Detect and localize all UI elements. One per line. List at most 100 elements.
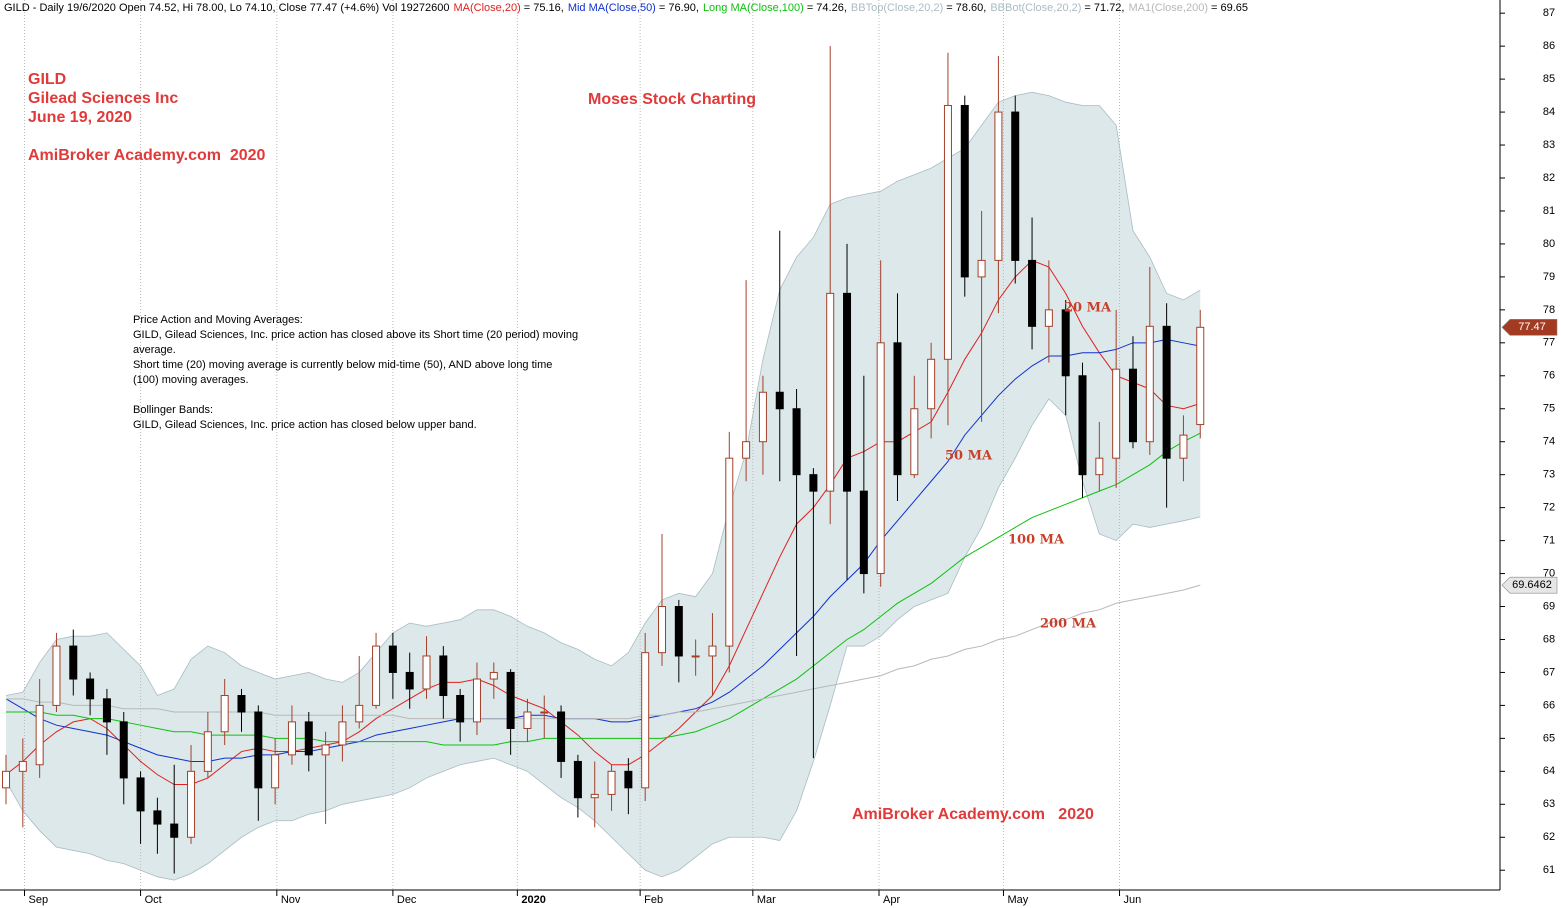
- subtitle: Moses Stock Charting: [588, 91, 756, 108]
- header-quote: GILD - Daily 19/6/2020 Open 74.52, Hi 78…: [4, 2, 450, 14]
- y-tick-label: 72: [1543, 502, 1555, 514]
- legend-name: BBTop(Close,20,2): [851, 2, 943, 14]
- candle-body: [1162, 325, 1171, 459]
- y-tick-label: 65: [1543, 732, 1555, 744]
- candle-body: [1128, 368, 1137, 443]
- candle-body: [69, 645, 78, 680]
- legend-name: MA1(Close,200): [1129, 2, 1208, 14]
- candle-body: [52, 645, 61, 706]
- y-tick-label: 86: [1543, 40, 1555, 52]
- y-tick-label: 74: [1543, 436, 1555, 448]
- bollinger-band: [6, 92, 1201, 881]
- candle-body: [422, 655, 431, 690]
- candle-body: [456, 695, 465, 723]
- band-bottom: [5, 398, 1201, 881]
- candle-body: [910, 408, 919, 476]
- candle-body: [826, 292, 835, 492]
- x-tick-label: Dec: [397, 894, 417, 906]
- y-tick-label: 76: [1543, 370, 1555, 382]
- note-line: Short time (20) moving average is curren…: [133, 359, 552, 371]
- candle-body: [641, 652, 650, 789]
- candle-body: [1196, 326, 1205, 426]
- legend-readout: = 78.60,: [946, 2, 986, 14]
- candle-body: [388, 645, 397, 673]
- candle-body: [439, 655, 448, 697]
- y-tick-label: 68: [1543, 633, 1555, 645]
- candle-body: [809, 474, 818, 492]
- candle-body: [1011, 111, 1020, 261]
- legend-readout: = 75.16,: [524, 2, 564, 14]
- y-tick-label: 67: [1543, 666, 1555, 678]
- credit: AmiBroker Academy.com 2020: [28, 147, 266, 164]
- ma-line: [5, 259, 1201, 786]
- note-line: Price Action and Moving Averages:: [133, 314, 303, 326]
- price-tag: [1501, 319, 1558, 336]
- footer-credit: AmiBroker Academy.com 2020: [852, 806, 1094, 823]
- candle-body: [1095, 457, 1104, 476]
- price-tag-label: 77.47: [1518, 321, 1546, 333]
- candle-body: [287, 721, 296, 756]
- candle-body: [35, 704, 44, 766]
- candle-body: [18, 760, 27, 772]
- y-tick-label: 83: [1543, 139, 1555, 151]
- y-tick-label: 69: [1543, 600, 1555, 612]
- candle-body: [405, 671, 414, 690]
- y-tick-label: 75: [1543, 403, 1555, 415]
- candle-body: [1145, 325, 1154, 443]
- y-tick-label: 80: [1543, 238, 1555, 250]
- candle-body: [220, 695, 229, 733]
- candle-body: [203, 731, 212, 772]
- title-line: GILD: [28, 71, 66, 88]
- candle-body: [775, 391, 784, 410]
- candle-body: [271, 754, 280, 789]
- header: GILD - Daily 19/6/2020 Open 74.52, Hi 78…: [4, 2, 1248, 14]
- y-tick-label: 70: [1543, 567, 1555, 579]
- note-line: GILD, Gilead Sciences, Inc. price action…: [133, 329, 578, 341]
- candle-body: [1179, 434, 1188, 459]
- candle-body: [523, 711, 532, 729]
- candle-body: [876, 342, 885, 575]
- y-tick-label: 73: [1543, 469, 1555, 481]
- candle-body: [102, 698, 111, 723]
- y-tick-label: 87: [1543, 7, 1555, 19]
- candle-body: [506, 671, 515, 729]
- y-tick-label: 63: [1543, 798, 1555, 810]
- candle-body: [153, 810, 162, 825]
- ma-label: 20 MA: [1064, 301, 1112, 316]
- note-line: average.: [133, 344, 176, 356]
- y-tick-label: 62: [1543, 831, 1555, 843]
- candle-body: [237, 695, 246, 713]
- candle-body: [540, 711, 549, 714]
- y-tick-label: 85: [1543, 73, 1555, 85]
- legend-name: BBBot(Close,20,2): [990, 2, 1081, 14]
- candle-body: [489, 671, 498, 680]
- y-tick-label: 64: [1543, 765, 1555, 777]
- x-tick-label: Nov: [281, 894, 301, 906]
- candle-body: [321, 744, 330, 756]
- ma-label: 200 MA: [1040, 617, 1097, 632]
- candle-body: [557, 711, 566, 762]
- candle-body: [1061, 309, 1070, 377]
- legend-name: MA(Close,20): [454, 2, 521, 14]
- y-tick-label: 82: [1543, 172, 1555, 184]
- candle-body: [977, 259, 986, 278]
- candle-body: [943, 104, 952, 360]
- candle-body: [658, 606, 667, 654]
- band-top: [5, 91, 1201, 697]
- candle-body: [119, 721, 128, 779]
- legend-readout: = 76.90,: [659, 2, 699, 14]
- candle-body: [136, 777, 145, 812]
- candle-body: [187, 770, 196, 838]
- title-line: Gilead Sciences Inc: [28, 90, 178, 107]
- price-tag-label: 69.6462: [1512, 579, 1552, 591]
- candle-body: [758, 391, 767, 443]
- candle-body: [607, 770, 616, 795]
- candle-body: [792, 408, 801, 476]
- y-tick-label: 79: [1543, 271, 1555, 283]
- candle-body: [859, 490, 868, 575]
- candle-body: [338, 721, 347, 746]
- x-tick-label: Jun: [1124, 894, 1142, 906]
- candle-body: [590, 793, 599, 799]
